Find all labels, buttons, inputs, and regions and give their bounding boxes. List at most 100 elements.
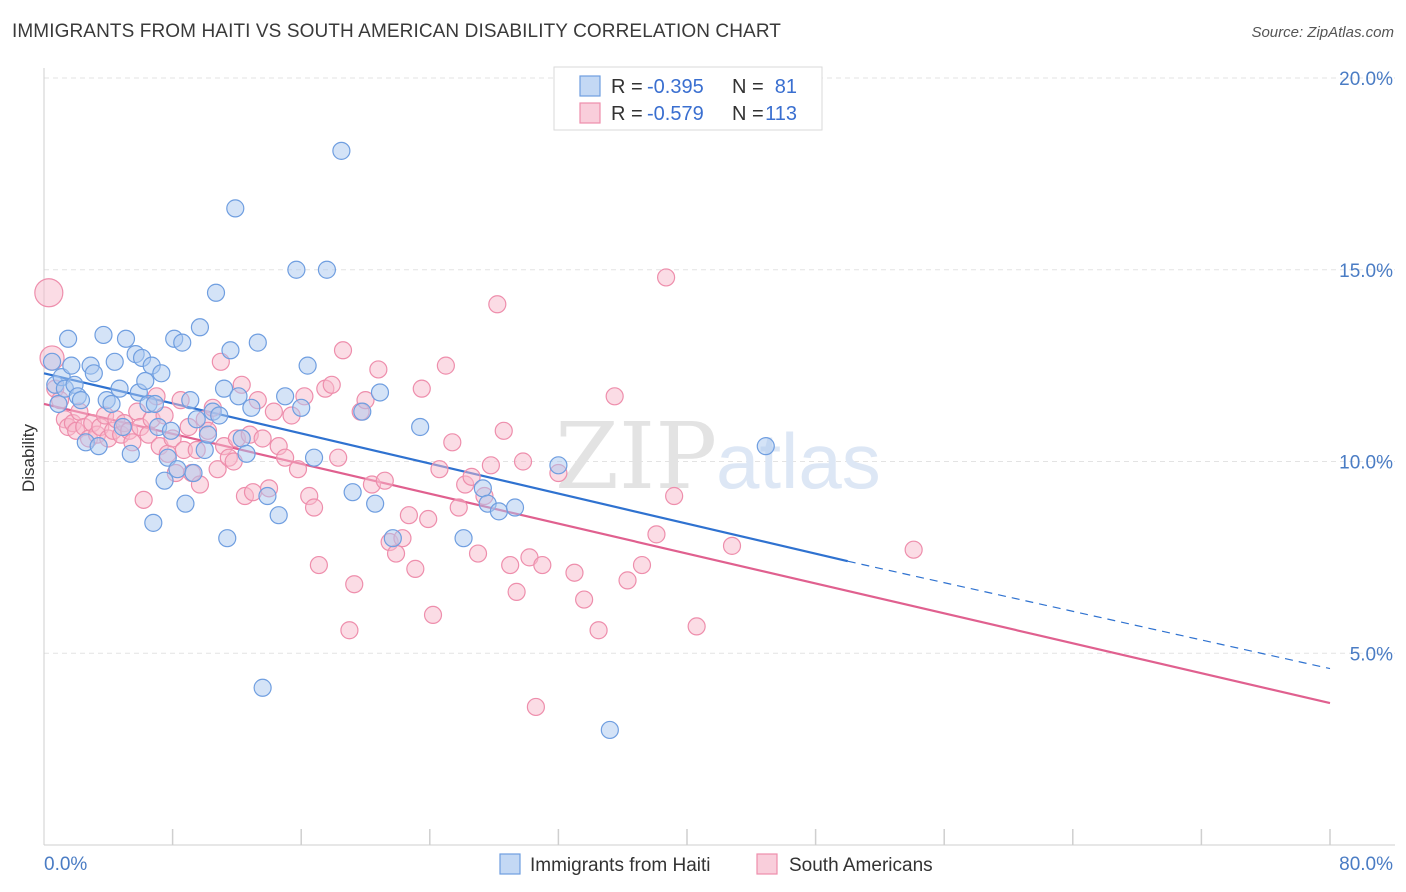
- legend-swatch: [579, 75, 601, 97]
- sa-point: [386, 544, 406, 563]
- legend-r-label: R =: [611, 103, 643, 125]
- haiti-point: [155, 471, 174, 490]
- bottom-legend-sa-label: South Americans: [789, 855, 933, 876]
- haiti-point: [190, 318, 210, 337]
- legend-r-label: R =: [611, 76, 643, 98]
- sa-point: [333, 341, 353, 360]
- sa-point: [526, 697, 545, 717]
- sa-point: [443, 433, 462, 452]
- haiti-point: [214, 379, 234, 398]
- sa-point: [462, 467, 481, 486]
- haiti-point: [756, 437, 775, 456]
- haiti-point: [176, 494, 195, 513]
- haiti-point: [152, 364, 171, 383]
- sa-point: [423, 605, 443, 625]
- sa-point: [468, 544, 488, 563]
- chart-source: Source: ZipAtlas.com: [1251, 24, 1394, 41]
- haiti-point: [353, 402, 372, 421]
- sa-point: [513, 452, 533, 471]
- haiti-point: [276, 387, 295, 406]
- haiti-point: [210, 406, 229, 425]
- sa-point: [412, 379, 431, 398]
- sa-point: [632, 555, 652, 575]
- bottom-legend-haiti-label: Immigrants from Haiti: [530, 855, 711, 876]
- haiti-point: [198, 425, 218, 444]
- sa-trend-line: [43, 402, 1331, 705]
- y-tick-label: 10.0%: [1339, 453, 1393, 474]
- haiti-point: [253, 678, 272, 697]
- legend-n-label: N =: [732, 76, 764, 98]
- data-points: [34, 141, 923, 740]
- haiti-point: [298, 356, 317, 375]
- haiti-point: [59, 329, 78, 348]
- haiti-point: [89, 437, 108, 456]
- sa-point: [494, 421, 513, 440]
- bottom-legend-sa-swatch: [756, 853, 778, 875]
- haiti-trend-extension: [847, 560, 1331, 670]
- haiti-point: [110, 379, 129, 398]
- sa-point: [264, 402, 283, 421]
- haiti-point: [232, 429, 251, 448]
- y-tick-label: 5.0%: [1350, 644, 1393, 665]
- legend-r-value: -0.579: [647, 103, 704, 125]
- sa-point: [406, 559, 425, 578]
- bottom-legend-haiti-swatch: [499, 853, 521, 875]
- haiti-point: [343, 483, 362, 502]
- haiti-point: [42, 352, 62, 371]
- watermark-zip: ZIP: [555, 403, 717, 510]
- sa-point: [369, 360, 388, 379]
- sa-point: [329, 448, 348, 467]
- haiti-point: [505, 498, 525, 517]
- haiti-point: [489, 502, 509, 521]
- haiti-point: [145, 394, 165, 414]
- haiti-point: [287, 260, 306, 279]
- sa-point: [322, 375, 341, 394]
- sa-point: [575, 590, 594, 609]
- haiti-point: [195, 440, 214, 460]
- sa-point: [665, 486, 684, 506]
- haiti-point: [187, 410, 206, 429]
- legend: R = -0.395 N = 81 R = -0.579 N = 113: [553, 66, 823, 131]
- haiti-point: [383, 529, 402, 548]
- sa-point: [488, 295, 507, 314]
- haiti-point: [184, 463, 203, 483]
- sa-point: [253, 429, 272, 448]
- haiti-point: [102, 394, 121, 414]
- legend-n-label: N =: [732, 103, 764, 125]
- haiti-point: [168, 460, 187, 479]
- haiti-point: [237, 444, 256, 463]
- sa-point: [208, 460, 227, 479]
- y-tick-label: 15.0%: [1339, 261, 1393, 282]
- haiti-point: [94, 325, 113, 345]
- sa-point: [288, 460, 308, 479]
- y-tick-label: 20.0%: [1339, 69, 1393, 90]
- haiti-point: [258, 486, 277, 506]
- sa-point: [605, 387, 624, 406]
- haiti-point: [292, 398, 311, 417]
- haiti-point: [332, 141, 351, 160]
- haiti-point: [269, 506, 288, 525]
- haiti-point: [173, 333, 192, 352]
- sa-point: [618, 571, 637, 590]
- haiti-point: [161, 421, 181, 440]
- haiti-point: [229, 387, 248, 406]
- haiti-point: [49, 394, 68, 414]
- haiti-point: [411, 417, 430, 437]
- haiti-point: [226, 199, 245, 218]
- sa-point: [722, 536, 742, 555]
- legend-r-value: -0.395: [647, 76, 704, 98]
- haiti-point: [370, 383, 390, 402]
- haiti-point: [317, 260, 337, 279]
- sa-point: [687, 617, 706, 636]
- legend-swatch: [579, 102, 601, 124]
- haiti-point: [304, 448, 324, 467]
- legend-n-value: 113: [765, 103, 797, 125]
- haiti-point: [242, 398, 261, 417]
- haiti-point: [113, 417, 132, 437]
- sa-point: [276, 448, 295, 467]
- x-tick-label: 0.0%: [44, 854, 87, 875]
- haiti-point: [71, 391, 91, 410]
- sa-point: [904, 540, 923, 559]
- haiti-point: [105, 352, 124, 371]
